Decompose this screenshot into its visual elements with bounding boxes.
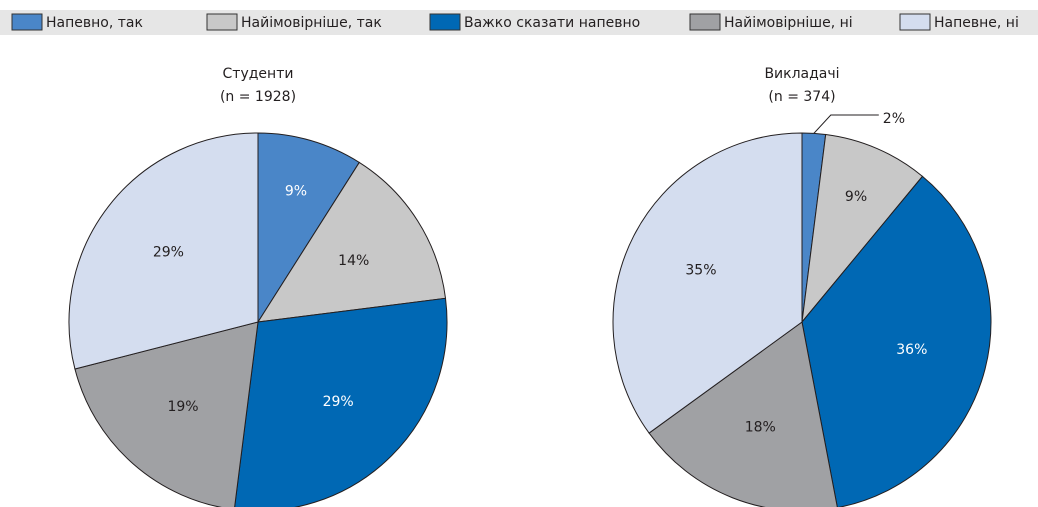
legend-swatch [11, 13, 43, 31]
pie-slice [612, 132, 803, 434]
legend-label: Найімовірніше, ні [724, 15, 853, 31]
pie-slice [257, 161, 447, 323]
data-label: 18% [745, 419, 776, 435]
pie-slice [648, 321, 838, 507]
legend-swatch [206, 13, 238, 31]
data-label: 14% [338, 253, 369, 269]
pie-slice [234, 297, 448, 507]
legend-label: Напевно, так [46, 15, 143, 31]
leader-line [813, 114, 879, 134]
legend-label: Найімовірніше, так [241, 15, 382, 31]
data-label: 9% [285, 183, 307, 199]
data-label: 35% [685, 263, 716, 279]
chart-title: Студенти [223, 66, 294, 82]
pie-slice [74, 321, 259, 507]
legend-label: Напевне, ні [934, 15, 1019, 31]
chart-subtitle: (n = 1928) [220, 89, 296, 105]
data-label: 36% [896, 342, 927, 358]
legend-swatch [689, 13, 721, 31]
legend-swatch [899, 13, 931, 31]
pie-slice [68, 132, 259, 370]
pie-slice [801, 175, 992, 507]
data-label: 29% [323, 394, 354, 410]
pie-slice [257, 132, 360, 324]
data-label: 9% [845, 189, 867, 205]
legend-swatch [429, 13, 461, 31]
legend-background [0, 10, 1038, 35]
data-label: 2% [883, 111, 905, 127]
data-label: 29% [153, 244, 184, 260]
data-label: 19% [167, 399, 198, 415]
chart-title: Викладачі [764, 66, 839, 82]
chart-subtitle: (n = 374) [768, 89, 835, 105]
pie-slice [801, 133, 924, 324]
legend-label: Важко сказати напевно [464, 15, 640, 31]
